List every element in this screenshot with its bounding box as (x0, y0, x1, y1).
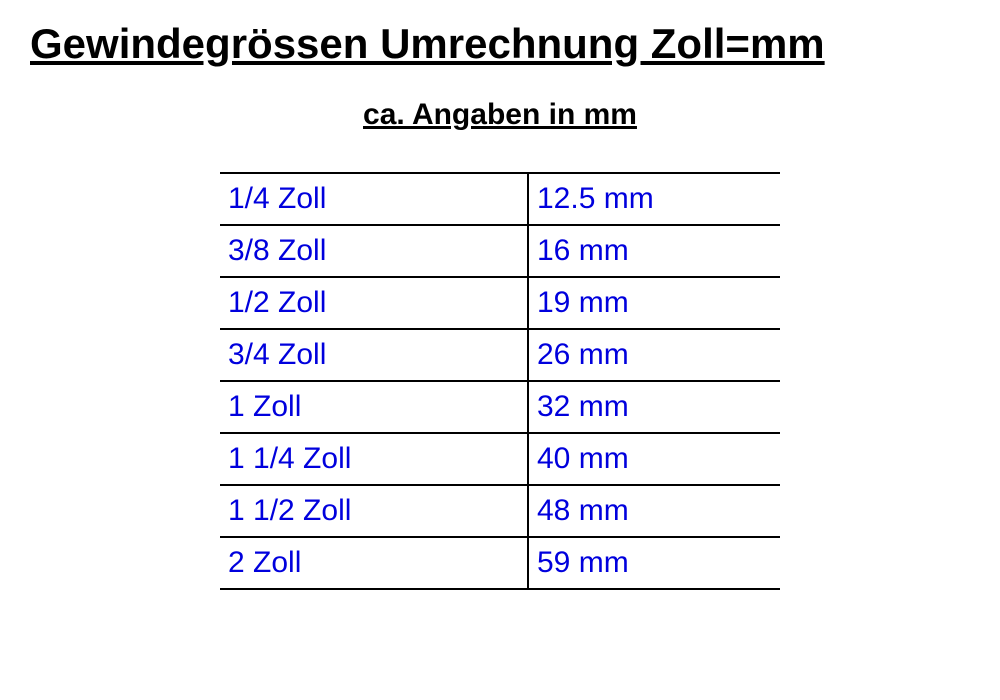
table-row: 1/2 Zoll 19 mm (220, 277, 780, 329)
cell-zoll: 1 1/4 Zoll (220, 433, 528, 485)
cell-mm: 26 mm (528, 329, 780, 381)
cell-mm: 48 mm (528, 485, 780, 537)
table-row: 1 1/2 Zoll 48 mm (220, 485, 780, 537)
cell-zoll: 1 Zoll (220, 381, 528, 433)
cell-zoll: 1/2 Zoll (220, 277, 528, 329)
page-subtitle: ca. Angaben in mm (30, 98, 970, 132)
cell-mm: 32 mm (528, 381, 780, 433)
cell-zoll: 3/8 Zoll (220, 225, 528, 277)
cell-zoll: 2 Zoll (220, 537, 528, 589)
cell-mm: 59 mm (528, 537, 780, 589)
cell-zoll: 1/4 Zoll (220, 173, 528, 225)
table-row: 1/4 Zoll 12.5 mm (220, 173, 780, 225)
table-row: 2 Zoll 59 mm (220, 537, 780, 589)
table-row: 3/4 Zoll 26 mm (220, 329, 780, 381)
cell-mm: 40 mm (528, 433, 780, 485)
table-row: 3/8 Zoll 16 mm (220, 225, 780, 277)
conversion-table: 1/4 Zoll 12.5 mm 3/8 Zoll 16 mm 1/2 Zoll… (220, 172, 780, 590)
conversion-table-wrapper: 1/4 Zoll 12.5 mm 3/8 Zoll 16 mm 1/2 Zoll… (30, 172, 970, 590)
page-title: Gewindegrössen Umrechnung Zoll=mm (30, 20, 970, 68)
conversion-table-body: 1/4 Zoll 12.5 mm 3/8 Zoll 16 mm 1/2 Zoll… (220, 173, 780, 589)
table-row: 1 1/4 Zoll 40 mm (220, 433, 780, 485)
cell-zoll: 1 1/2 Zoll (220, 485, 528, 537)
table-row: 1 Zoll 32 mm (220, 381, 780, 433)
cell-mm: 16 mm (528, 225, 780, 277)
cell-mm: 19 mm (528, 277, 780, 329)
cell-zoll: 3/4 Zoll (220, 329, 528, 381)
cell-mm: 12.5 mm (528, 173, 780, 225)
